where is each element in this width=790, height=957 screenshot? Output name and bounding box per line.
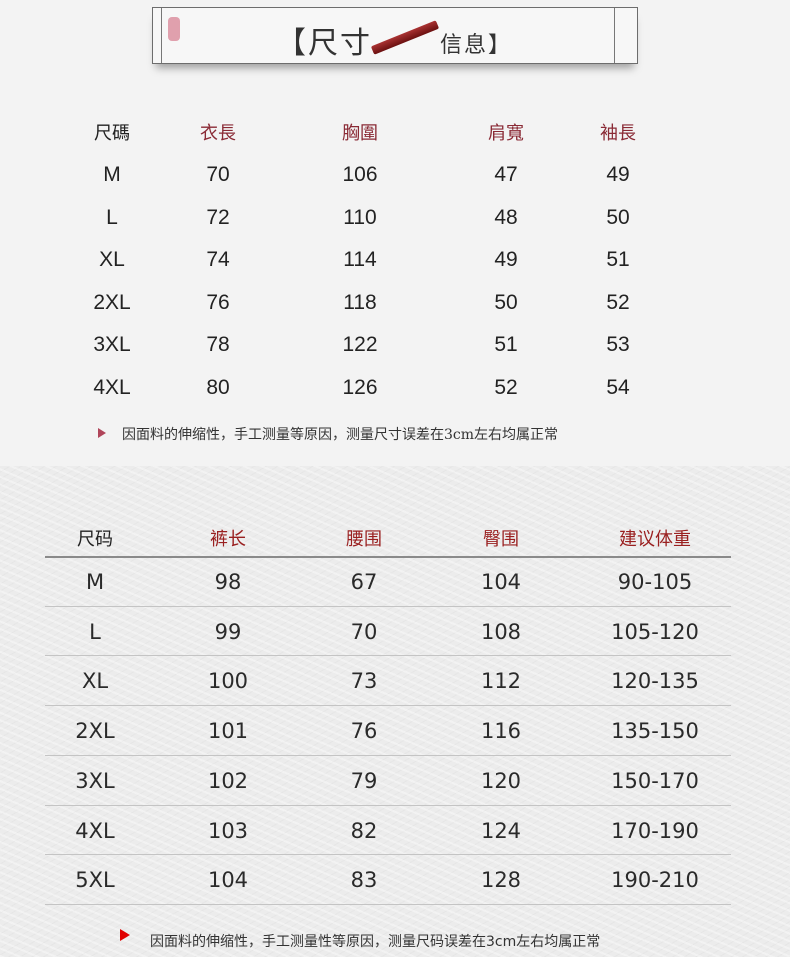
row-divider: [45, 854, 731, 856]
size-label: 3XL: [75, 768, 115, 793]
bottom-note: 因面料的伸缩性，手工测量性等原因，测量尺码误差在3cm左右均属正常: [150, 934, 601, 950]
column-header: 肩寬: [488, 123, 524, 144]
column-header: 袖長: [600, 123, 636, 144]
table-cell: 104: [480, 570, 522, 594]
table-cell: 108: [480, 619, 522, 644]
table-cell: 170-190: [611, 818, 699, 843]
table-cell: 150-170: [611, 768, 699, 793]
column-header: 尺码: [77, 529, 113, 550]
row-divider: [45, 605, 731, 607]
table-cell: 49: [606, 163, 630, 186]
table-cell: 90-105: [617, 570, 693, 594]
table-cell: 105-120: [611, 619, 699, 644]
size-label: 5XL: [75, 868, 115, 893]
table-cell: 76: [206, 290, 230, 314]
top-size-section: 【尺寸 信息】 尺碼 衣長 胸圍 肩寬 袖長 M 70 106 47 49 L 72 110 48 50 XL…: [0, 0, 790, 466]
row-divider: [45, 903, 731, 905]
table-cell: 118: [343, 290, 377, 314]
table-cell: 101: [207, 719, 249, 744]
table-cell: 99: [214, 619, 242, 644]
size-label: L: [89, 619, 101, 644]
table-cell: 128: [480, 868, 522, 893]
table-cell: 72: [206, 205, 230, 229]
table-cell: 78: [206, 333, 230, 356]
table-cell: 126: [342, 375, 378, 399]
table-cell: 70: [350, 619, 378, 644]
table-cell: 190-210: [611, 868, 699, 893]
table-cell: 50: [494, 290, 518, 314]
row-divider: [45, 754, 731, 756]
row-divider: [45, 655, 731, 657]
table-cell: 49: [494, 248, 518, 271]
row-divider: [45, 705, 731, 707]
table-cell: 100: [207, 669, 249, 694]
row-divider: [45, 804, 731, 806]
top-note: 因面料的伸缩性，手工测量等原因，测量尺寸误差在3cm左右均属正常: [122, 427, 559, 443]
table-cell: 102: [207, 768, 249, 793]
table-cell: 83: [350, 868, 378, 893]
column-header: 衣長: [200, 123, 236, 144]
size-label: 2XL: [93, 290, 131, 314]
size-label: XL: [81, 669, 109, 694]
size-label: 4XL: [75, 818, 115, 843]
table-cell: 120-135: [611, 669, 699, 694]
table-cell: 120: [480, 768, 522, 793]
table-cell: 116: [480, 719, 522, 744]
table-cell: 124: [480, 818, 522, 843]
table-cell: 50: [606, 205, 630, 229]
table-cell: 53: [606, 333, 630, 356]
banner-subtitle: 信息】: [440, 33, 513, 58]
note-arrow-icon: [98, 428, 106, 438]
row-divider: [45, 556, 731, 558]
table-cell: 80: [206, 375, 230, 399]
size-label: L: [106, 205, 118, 229]
table-cell: 48: [494, 205, 518, 229]
table-cell: 122: [342, 333, 378, 356]
seal-stamp-icon: [168, 17, 180, 41]
size-label: M: [103, 163, 121, 186]
table-cell: 110: [343, 205, 377, 229]
table-cell: 104: [207, 868, 249, 893]
table-cell: 51: [494, 333, 518, 356]
size-label: M: [85, 570, 105, 594]
table-cell: 70: [206, 163, 230, 186]
table-cell: 112: [480, 669, 522, 694]
column-header: 建议体重: [619, 529, 691, 550]
table-cell: 74: [206, 248, 230, 271]
column-header: 尺碼: [94, 123, 130, 144]
table-cell: 114: [343, 248, 377, 271]
table-cell: 82: [350, 818, 378, 843]
table-cell: 79: [350, 768, 378, 793]
column-header: 腰围: [346, 529, 382, 550]
table-cell: 98: [214, 570, 242, 594]
note-arrow-icon: [120, 929, 130, 941]
table-cell: 135-150: [611, 719, 699, 744]
size-label: 4XL: [93, 375, 131, 399]
table-cell: 52: [606, 290, 630, 314]
column-header: 胸圍: [342, 123, 378, 144]
table-cell: 106: [342, 163, 378, 186]
table-cell: 52: [494, 375, 518, 399]
table-cell: 47: [494, 163, 518, 186]
column-header: 臀围: [483, 529, 519, 550]
bottom-size-section: 尺码 裤长 腰围 臀围 建议体重 M 98 67 104 90-105 L 99 70 108 105-12…: [0, 466, 790, 957]
size-label: 2XL: [75, 719, 115, 744]
table-cell: 76: [350, 719, 378, 744]
table-cell: 54: [606, 375, 630, 399]
banner-title: 【尺寸: [276, 26, 372, 61]
table-cell: 51: [606, 248, 630, 271]
column-header: 裤长: [210, 529, 246, 550]
size-label: 3XL: [93, 333, 131, 356]
table-cell: 67: [350, 570, 378, 594]
table-cell: 103: [207, 818, 249, 843]
size-label: XL: [99, 248, 125, 271]
table-cell: 73: [350, 669, 378, 694]
